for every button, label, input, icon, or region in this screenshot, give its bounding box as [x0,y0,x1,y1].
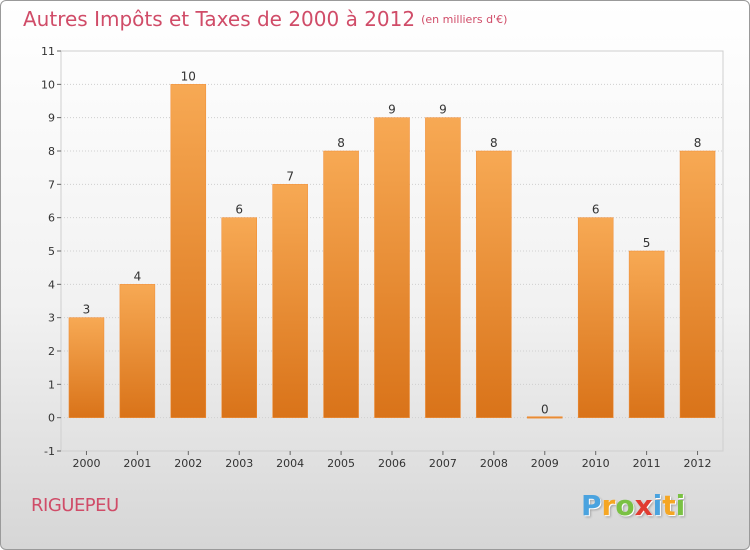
chart-title-text: Autres Impôts et Taxes de 2000 à 2012 [23,7,416,31]
x-tick-label: 2012 [684,457,712,470]
y-tick-label: 3 [48,312,55,325]
logo-letter: r [601,489,616,522]
y-tick-label: 8 [48,145,55,158]
bar-2003[interactable] [221,217,257,418]
chart-title: Autres Impôts et Taxes de 2000 à 2012 (en… [23,7,507,31]
y-tick-label: 7 [48,178,55,191]
data-label: 8 [694,136,702,150]
y-tick-label: 5 [48,245,55,258]
y-tick-label: 4 [48,278,55,291]
x-tick-label: 2000 [72,457,100,470]
bar-2012[interactable] [679,150,716,418]
bar-2005[interactable] [323,150,359,418]
proxiti-logo[interactable]: Proxiti [581,489,685,522]
data-label: 6 [592,203,600,217]
logo-letter: t [662,489,676,522]
x-tick-label: 2003 [225,457,253,470]
data-label: 4 [134,269,142,283]
x-tick-label: 2008 [480,457,508,470]
bar-2000[interactable] [68,317,105,418]
bar-2006[interactable] [374,117,410,418]
logo-letter: i [675,489,686,522]
bar-2009[interactable] [527,416,563,419]
x-tick-label: 2006 [378,457,406,470]
bar-2002[interactable] [170,84,207,418]
data-label: 3 [83,303,91,317]
x-tick-label: 2002 [174,457,202,470]
x-tick-label: 2001 [123,457,151,470]
data-label: 7 [286,169,294,183]
bar-2001[interactable] [119,284,156,418]
y-tick-label: 10 [41,78,55,91]
x-tick-label: 2009 [531,457,559,470]
logo-letter: x [634,489,653,522]
logo-letter: o [615,489,635,522]
bar-2008[interactable] [476,150,512,418]
bar-2007[interactable] [425,117,461,418]
y-tick-label: 1 [48,378,55,391]
x-tick-label: 2005 [327,457,355,470]
bar-2011[interactable] [628,250,665,418]
x-tick-label: 2011 [633,457,661,470]
data-label: 8 [490,136,498,150]
data-label: 8 [337,136,345,150]
data-label: 9 [388,103,396,117]
data-label: 0 [541,403,549,417]
data-label: 10 [181,69,196,83]
y-tick-label: 6 [48,212,55,225]
y-tick-label: -1 [44,445,55,458]
y-tick-label: 2 [48,345,55,358]
bar-2004[interactable] [272,184,308,418]
location-name: RIGUEPEU [31,495,119,516]
data-label: 5 [643,236,651,250]
x-tick-label: 2010 [582,457,610,470]
x-tick-label: 2004 [276,457,304,470]
chart-subtitle: (en milliers d'€) [421,13,508,26]
x-tick-label: 2007 [429,457,457,470]
data-label: 9 [439,103,447,117]
logo-letter: i [652,489,663,522]
logo-letter: P [581,489,602,522]
bar-2010[interactable] [577,217,614,418]
y-tick-label: 0 [48,412,55,425]
y-tick-label: 11 [41,45,55,58]
y-tick-label: 9 [48,112,55,125]
data-label: 6 [235,203,243,217]
